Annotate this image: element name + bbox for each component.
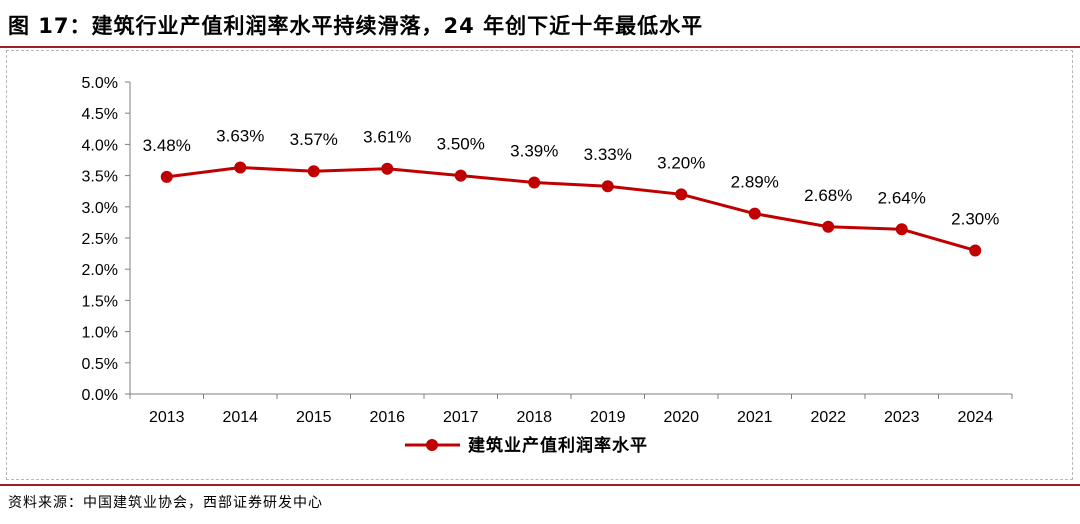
line-chart: 0.0% 0.5% 1.0% 1.5% 2.0% 2.5% 3.0% 3.5% 4.0% 4.5%… [82,75,1013,456]
data-label: 2.89% [731,173,779,192]
y-tick-label: 3.0% [82,200,118,217]
x-tick-label: 2024 [957,409,993,426]
y-tick-label: 5.0% [82,75,118,92]
y-tick-label: 1.0% [82,325,118,342]
data-point [307,165,320,178]
data-label: 3.39% [510,141,558,160]
data-point [675,188,688,201]
y-tick-label: 4.5% [82,106,118,123]
x-tick-label: 2015 [296,409,332,426]
data-label: 2.68% [804,186,852,205]
y-tick-label: 0.0% [82,387,118,404]
data-label: 3.63% [216,126,264,145]
data-point [748,207,761,220]
data-label: 3.48% [143,136,191,155]
y-tick-label: 3.5% [82,169,118,186]
series-line [166,165,976,252]
x-tick-label: 2013 [149,409,185,426]
y-tick-label: 0.5% [82,356,118,373]
data-label: 2.64% [878,188,926,207]
data-point [822,220,835,233]
data-point [160,170,173,183]
data-point [234,161,247,174]
title-rule [0,46,1080,48]
legend-marker [426,439,438,451]
data-point [969,244,982,257]
series-group [160,161,982,257]
chart-frame [6,50,1073,480]
data-label: 3.57% [290,130,338,149]
legend: 建筑业产值利润率水平 [405,435,648,456]
y-axis-ticks: 0.0% 0.5% 1.0% 1.5% 2.0% 2.5% 3.0% 3.5% 4.0% 4.5%… [82,75,130,404]
x-tick-label: 2023 [884,409,920,426]
x-tick-label: 2021 [737,409,773,426]
source-rule [0,484,1080,486]
y-tick-label: 2.5% [82,231,118,248]
x-tick-label: 2016 [369,409,405,426]
x-tick-label: 2017 [443,409,479,426]
x-tick-label: 2014 [222,409,258,426]
data-point [381,162,394,175]
data-point [601,180,614,193]
y-tick-label: 1.5% [82,293,118,310]
x-axis-ticks: 2013 2014 2015 2016 2017 2018 2019 2020 2021 2022… [129,394,1013,426]
data-point [454,169,467,182]
data-label: 3.33% [584,145,632,164]
y-tick-label: 4.0% [82,137,118,154]
figure-title: 图 17：建筑行业产值利润率水平持续滑落，24 年创下近十年最低水平 [8,14,704,38]
y-tick-label: 2.0% [82,262,118,279]
data-point [528,176,541,189]
data-label: 3.20% [657,153,705,172]
source-note: 资料来源：中国建筑业协会，西部证券研发中心 [8,495,323,511]
data-label: 2.30% [951,209,999,228]
x-tick-label: 2019 [590,409,626,426]
data-label: 3.50% [437,135,485,154]
x-tick-label: 2020 [663,409,699,426]
data-labels: 3.48% 3.63% 3.57% 3.61% 3.50% 3.39% 3.33% 3.20%… [143,126,1000,228]
legend-label: 建筑业产值利润率水平 [468,435,648,456]
x-tick-label: 2022 [810,409,846,426]
data-point [895,223,908,236]
data-label: 3.61% [363,128,411,147]
x-tick-label: 2018 [516,409,552,426]
